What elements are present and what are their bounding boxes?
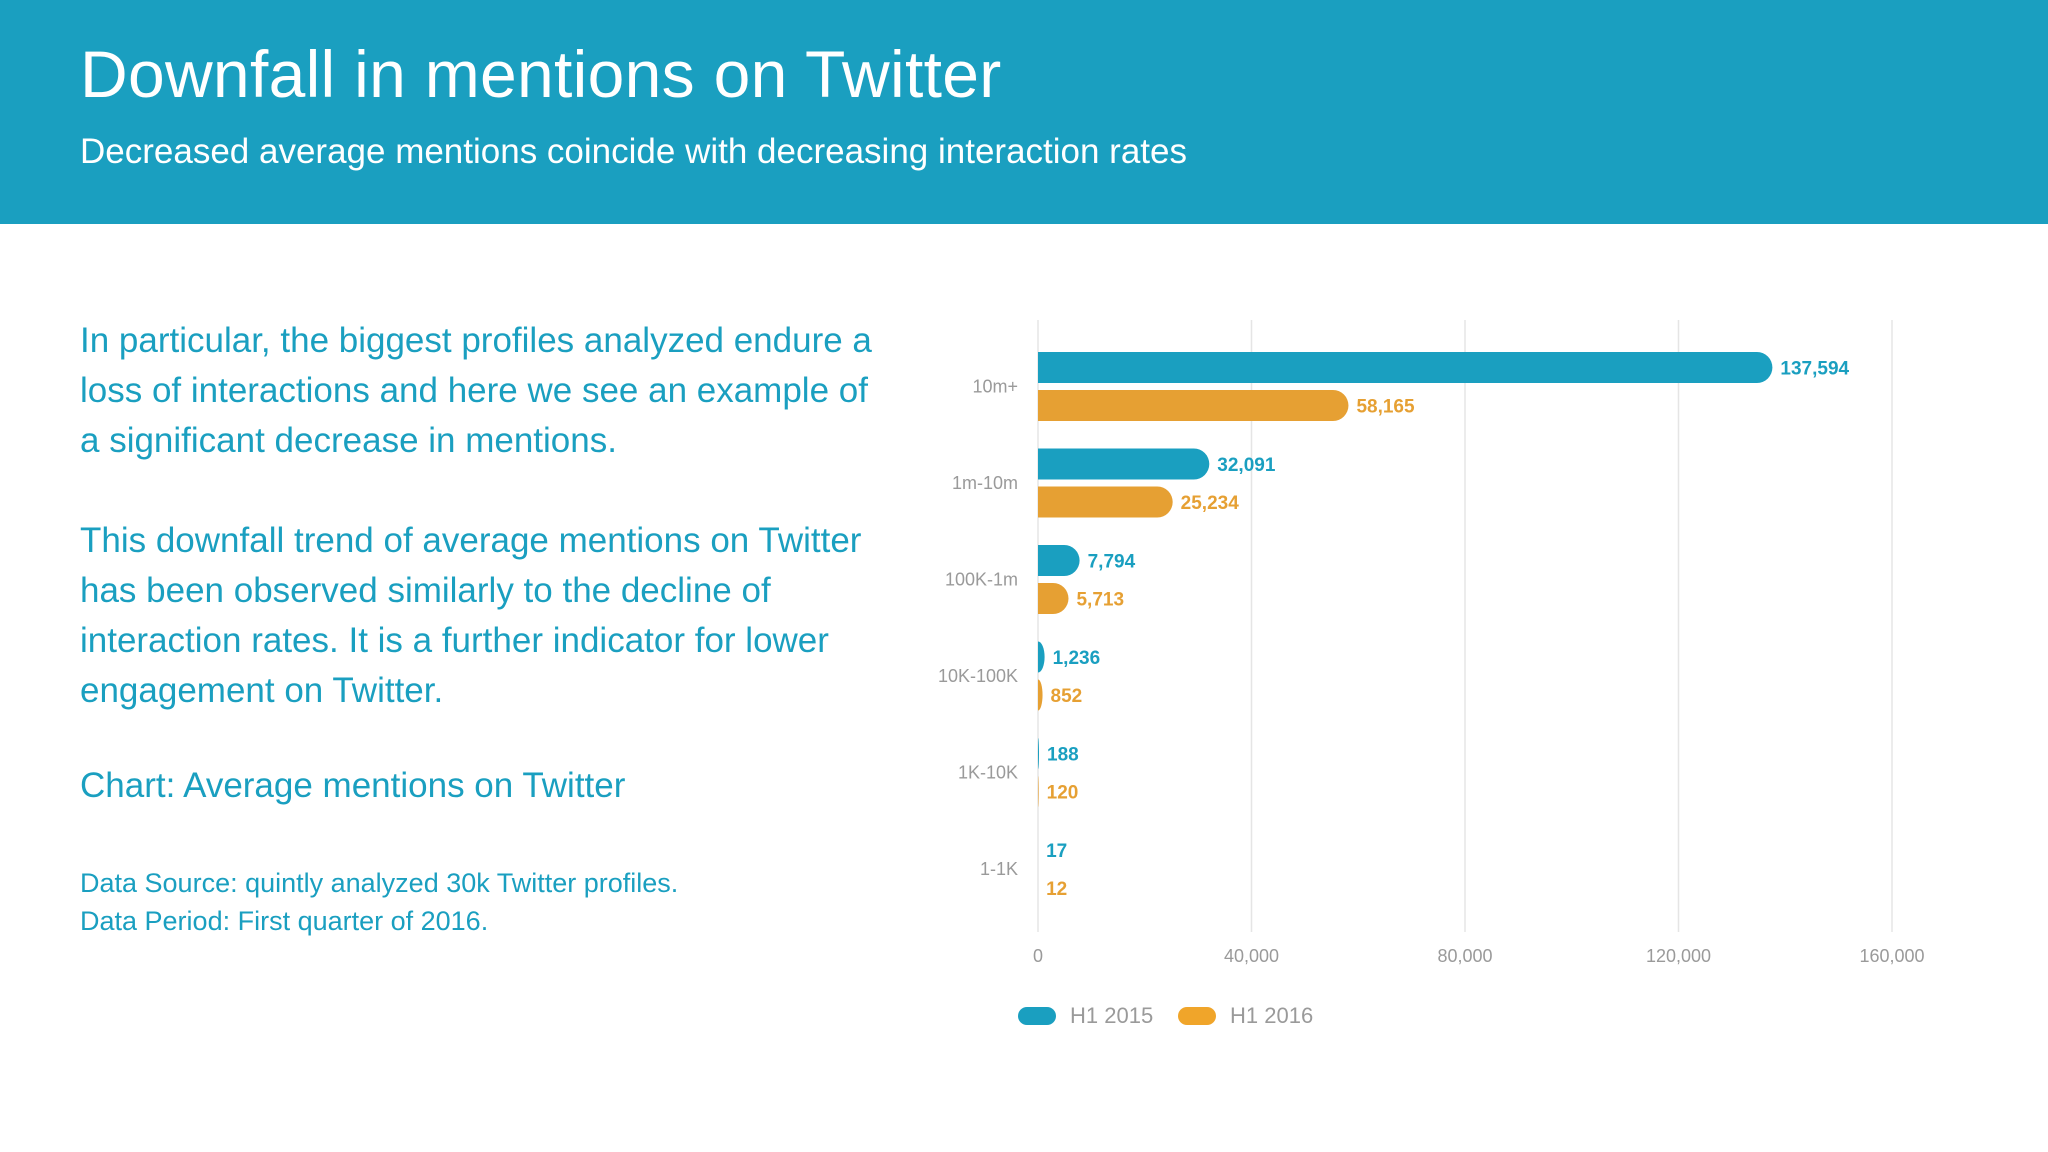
bar-2015 — [1038, 352, 1773, 383]
bar-chart: 0 40,000 80,000 120,000 160,000 10m+ 137,594 58… — [938, 320, 1925, 966]
bar-2016 — [1038, 583, 1069, 614]
bar-2016 — [1038, 679, 1043, 711]
bar-value-label: 188 — [1047, 745, 1079, 766]
bar-value-label: 5,713 — [1076, 590, 1124, 611]
chart-caption: Chart: Average mentions on Twitter — [80, 766, 626, 805]
x-tick-label: 40,000 — [1224, 946, 1279, 966]
bar-2016 — [1038, 390, 1349, 421]
legend-swatch-2016 — [1178, 1007, 1216, 1025]
bar-value-label: 852 — [1051, 686, 1083, 707]
bar-value-label: 12 — [1046, 879, 1067, 900]
x-tick-label: 160,000 — [1859, 946, 1924, 966]
x-tick-label: 80,000 — [1437, 946, 1492, 966]
x-tick-label: 0 — [1033, 946, 1043, 966]
bar-value-label: 137,594 — [1780, 359, 1849, 380]
bar-value-label: 7,794 — [1088, 552, 1136, 573]
bar-value-label: 32,091 — [1217, 455, 1276, 476]
y-category-label: 10K-100K — [938, 666, 1018, 686]
bar-value-label: 58,165 — [1356, 397, 1415, 418]
data-source-text: Data Source: quintly analyzed 30k Twitte… — [80, 868, 679, 898]
bar-2015 — [1038, 545, 1080, 576]
page-title: Downfall in mentions on Twitter — [80, 37, 1002, 111]
legend-swatch-2015 — [1018, 1007, 1056, 1025]
page-subtitle: Decreased average mentions coincide with… — [80, 132, 1187, 171]
chart-legend-2: H1 2016 — [1178, 1001, 1313, 1031]
body-paragraph-2: This downfall trend of average mentions … — [80, 521, 862, 710]
header-banner: Downfall in mentions on Twitter Decrease… — [0, 0, 2048, 224]
y-category-label: 1-1K — [980, 859, 1018, 879]
bar-2015 — [1038, 641, 1045, 673]
bar-2016 — [1038, 486, 1173, 518]
bar-value-label: 1,236 — [1053, 648, 1101, 669]
legend-label-2016: H1 2016 — [1230, 1003, 1314, 1028]
bar-value-label: 17 — [1046, 841, 1067, 862]
chart-legend: H1 2015 — [1018, 1001, 1153, 1031]
data-period-text: Data Period: First quarter of 2016. — [80, 906, 489, 936]
bar-2015 — [1038, 738, 1040, 769]
y-category-label: 10m+ — [972, 377, 1018, 397]
body-paragraph-1: In particular, the biggest profiles anal… — [80, 321, 872, 460]
bar-2015 — [1038, 448, 1210, 480]
legend-label-2015: H1 2015 — [1070, 1003, 1154, 1028]
bar-value-label: 25,234 — [1181, 493, 1240, 514]
bar-2016 — [1038, 776, 1039, 807]
y-category-label: 1K-10K — [958, 763, 1018, 783]
y-category-label: 1m-10m — [952, 473, 1018, 493]
x-tick-label: 120,000 — [1646, 946, 1711, 966]
bar-value-label: 120 — [1047, 783, 1079, 804]
y-category-label: 100K-1m — [945, 570, 1018, 590]
